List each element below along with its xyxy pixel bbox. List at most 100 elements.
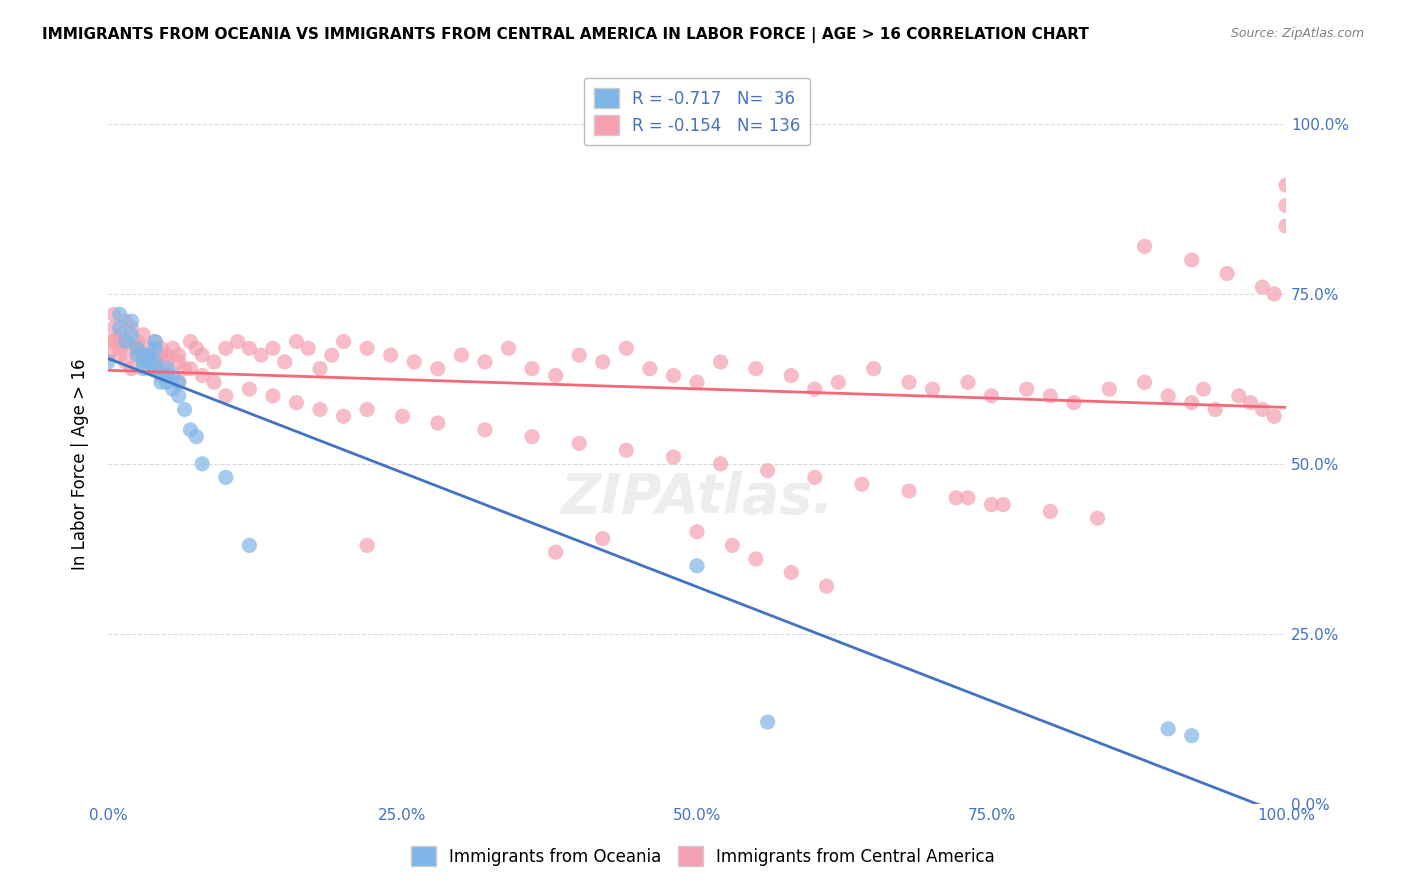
- Point: [1133, 376, 1156, 390]
- Point: [127, 341, 149, 355]
- Point: [1275, 219, 1298, 233]
- Point: [97, 334, 120, 349]
- Point: [215, 470, 238, 484]
- Point: [132, 327, 155, 342]
- Text: IMMIGRANTS FROM OCEANIA VS IMMIGRANTS FROM CENTRAL AMERICA IN LABOR FORCE | AGE : IMMIGRANTS FROM OCEANIA VS IMMIGRANTS FR…: [42, 27, 1090, 43]
- Y-axis label: In Labor Force | Age > 16: In Labor Force | Age > 16: [72, 358, 89, 570]
- Point: [709, 457, 731, 471]
- Point: [202, 376, 225, 390]
- Point: [1063, 395, 1085, 409]
- Point: [356, 538, 378, 552]
- Point: [191, 348, 214, 362]
- Point: [297, 341, 319, 355]
- Point: [179, 361, 201, 376]
- Point: [114, 314, 136, 328]
- Point: [150, 368, 173, 383]
- Point: [132, 348, 155, 362]
- Point: [1192, 382, 1215, 396]
- Point: [498, 341, 520, 355]
- Point: [121, 327, 143, 342]
- Point: [544, 368, 567, 383]
- Point: [1263, 287, 1285, 301]
- Point: [780, 566, 803, 580]
- Point: [250, 348, 273, 362]
- Point: [568, 436, 591, 450]
- Point: [803, 470, 825, 484]
- Point: [108, 327, 131, 342]
- Point: [1216, 267, 1239, 281]
- Point: [426, 416, 449, 430]
- Point: [143, 341, 166, 355]
- Point: [980, 498, 1002, 512]
- Point: [97, 355, 120, 369]
- Point: [108, 307, 131, 321]
- Point: [156, 348, 179, 362]
- Point: [273, 355, 295, 369]
- Point: [898, 483, 921, 498]
- Point: [1275, 198, 1298, 212]
- Point: [309, 402, 332, 417]
- Point: [1239, 395, 1261, 409]
- Point: [614, 443, 637, 458]
- Point: [544, 545, 567, 559]
- Point: [103, 321, 125, 335]
- Point: [756, 714, 779, 729]
- Point: [638, 361, 661, 376]
- Point: [662, 450, 685, 464]
- Point: [520, 430, 543, 444]
- Point: [380, 348, 402, 362]
- Point: [474, 355, 496, 369]
- Point: [898, 376, 921, 390]
- Text: ZIPAtlas.: ZIPAtlas.: [560, 471, 834, 524]
- Point: [321, 348, 343, 362]
- Point: [127, 334, 149, 349]
- Legend: Immigrants from Oceania, Immigrants from Central America: Immigrants from Oceania, Immigrants from…: [402, 838, 1004, 875]
- Point: [162, 341, 184, 355]
- Point: [156, 361, 179, 376]
- Point: [356, 341, 378, 355]
- Point: [138, 355, 160, 369]
- Point: [745, 361, 768, 376]
- Point: [132, 348, 155, 362]
- Point: [356, 402, 378, 417]
- Point: [1157, 722, 1180, 736]
- Point: [97, 348, 120, 362]
- Point: [108, 341, 131, 355]
- Legend: R = -0.717   N=  36, R = -0.154   N= 136: R = -0.717 N= 36, R = -0.154 N= 136: [583, 78, 810, 145]
- Point: [226, 334, 249, 349]
- Point: [780, 368, 803, 383]
- Point: [127, 341, 149, 355]
- Point: [745, 552, 768, 566]
- Point: [127, 348, 149, 362]
- Point: [167, 376, 190, 390]
- Point: [592, 532, 614, 546]
- Point: [103, 307, 125, 321]
- Point: [108, 334, 131, 349]
- Point: [156, 355, 179, 369]
- Point: [921, 382, 943, 396]
- Point: [391, 409, 413, 424]
- Point: [332, 409, 354, 424]
- Point: [474, 423, 496, 437]
- Point: [121, 321, 143, 335]
- Point: [1275, 178, 1298, 193]
- Point: [426, 361, 449, 376]
- Point: [993, 498, 1015, 512]
- Point: [167, 355, 190, 369]
- Point: [827, 376, 849, 390]
- Point: [1181, 395, 1204, 409]
- Point: [173, 361, 195, 376]
- Point: [238, 382, 260, 396]
- Point: [114, 334, 136, 349]
- Point: [138, 355, 160, 369]
- Point: [262, 341, 284, 355]
- Point: [162, 368, 184, 383]
- Point: [520, 361, 543, 376]
- Point: [309, 361, 332, 376]
- Point: [945, 491, 967, 505]
- Point: [143, 361, 166, 376]
- Point: [150, 341, 173, 355]
- Point: [138, 348, 160, 362]
- Point: [721, 538, 744, 552]
- Point: [156, 376, 179, 390]
